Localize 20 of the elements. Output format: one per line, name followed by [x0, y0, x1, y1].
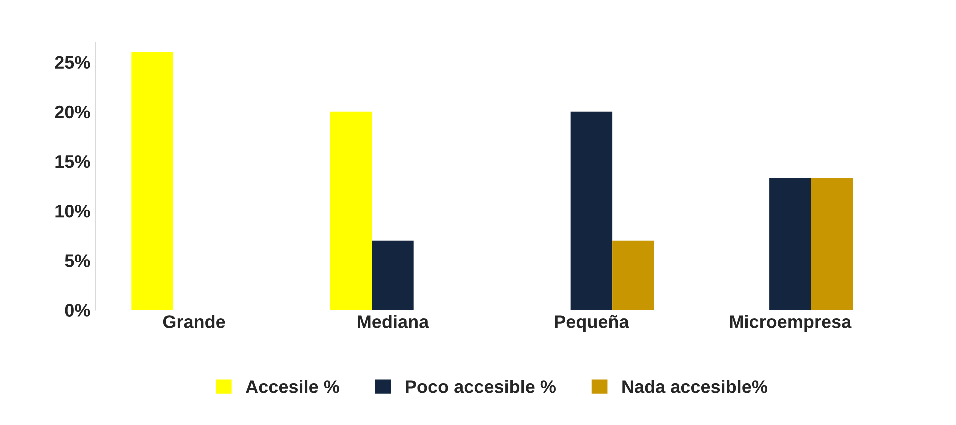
legend-label: Poco accesible %	[406, 380, 556, 394]
bar	[372, 240, 414, 310]
bar	[132, 52, 174, 310]
y-tick-label: 5%	[65, 254, 90, 268]
y-tick-label: 20%	[55, 106, 90, 119]
x-tick-label: Microempresa	[730, 315, 852, 332]
x-tick-label: Mediana	[358, 315, 430, 328]
x-tick-label: Grande	[163, 315, 226, 328]
bar	[570, 112, 613, 310]
bar	[811, 178, 854, 310]
legend-label: Accesile %	[246, 380, 340, 394]
y-tick-label: 0%	[65, 304, 90, 317]
bar	[330, 112, 372, 310]
y-tick-label: 15%	[56, 155, 90, 168]
bar	[770, 178, 812, 310]
bar	[612, 240, 654, 310]
y-tick-label: 25%	[55, 56, 90, 70]
legend-label: Nada accesible%	[622, 380, 768, 394]
y-tick-label: 10%	[56, 205, 90, 218]
x-tick-label: Pequeña	[555, 315, 630, 332]
